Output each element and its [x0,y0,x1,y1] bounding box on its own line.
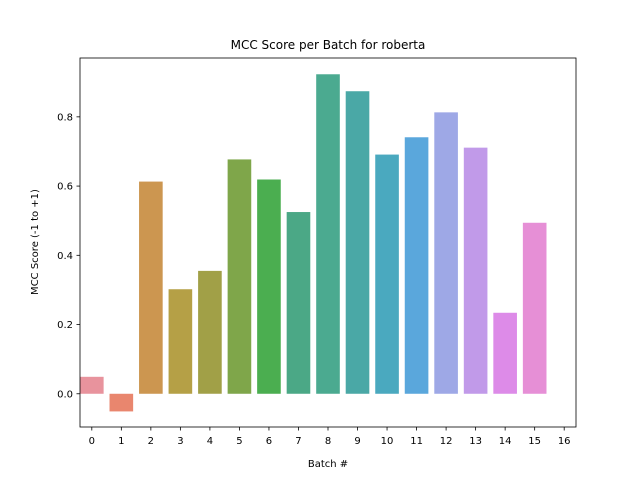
x-axis-label: Batch # [308,459,348,470]
bar-9 [345,91,370,394]
x-tick-label-3: 3 [177,436,183,447]
chart-title: MCC Score per Batch for roberta [231,38,426,52]
bar-3 [168,289,193,394]
bar-11 [404,137,429,394]
bar-13 [463,147,488,394]
x-tick-label-14: 14 [499,436,512,447]
x-tick-label-15: 15 [528,436,541,447]
x-tick-label-6: 6 [266,436,272,447]
x-tick-label-11: 11 [410,436,423,447]
x-tick-label-5: 5 [236,436,242,447]
bar-2 [139,181,163,394]
y-tick-label-2: 0.4 [57,251,73,262]
bar-4 [198,270,222,394]
x-tick-label-12: 12 [440,436,453,447]
bar-5 [227,159,252,394]
y-tick-label-0: 0.0 [57,389,73,400]
x-axis-ticks: 0 1 2 3 4 5 6 7 8 9 10 11 12 13 14 15 16 [89,427,571,447]
y-axis-ticks: 0.0 0.2 0.4 0.6 0.8 [57,112,80,400]
x-tick-label-16: 16 [558,436,571,447]
y-axis-label: MCC Score (-1 to +1) [30,189,41,295]
x-tick-label-7: 7 [295,436,301,447]
bar-0 [80,376,104,394]
x-tick-label-0: 0 [89,436,95,447]
bar-6 [257,179,281,394]
x-tick-label-2: 2 [148,436,154,447]
x-tick-label-10: 10 [381,436,394,447]
bar-10 [375,154,399,394]
bar-1 [109,393,134,412]
y-tick-label-1: 0.2 [57,320,73,331]
y-tick-label-3: 0.6 [57,182,73,193]
y-tick-label-4: 0.8 [57,112,73,123]
bar-14 [493,312,517,394]
x-tick-label-4: 4 [207,436,213,447]
bar-8 [316,74,340,394]
x-tick-label-13: 13 [469,436,482,447]
plot-frame [79,57,577,428]
x-tick-label-9: 9 [354,436,360,447]
x-tick-label-1: 1 [118,436,124,447]
bar-15 [522,222,547,394]
bar-12 [434,112,458,394]
bars-group [80,74,547,412]
x-tick-label-8: 8 [325,436,331,447]
bar-7 [286,212,311,394]
